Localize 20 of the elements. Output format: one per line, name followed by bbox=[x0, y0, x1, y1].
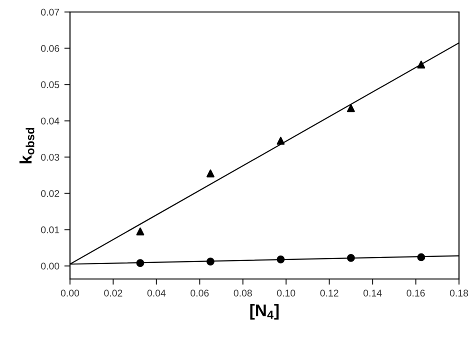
x-axis-title: [N$_{4}$] bbox=[250, 304, 279, 320]
x-tick-label: 0.12 bbox=[320, 290, 338, 297]
x-tick-label: 0.08 bbox=[234, 290, 252, 297]
y-tick-label: 0.06 bbox=[41, 45, 60, 52]
y-tick-label: 0.04 bbox=[41, 118, 60, 124]
x-tick-label: 0.06 bbox=[190, 290, 209, 297]
y-tick-label: 0.05 bbox=[41, 81, 60, 88]
x-tick-label: 0.10 bbox=[277, 290, 296, 297]
y-tick-label: 0.00 bbox=[41, 262, 60, 270]
y-tick-label: 0.03 bbox=[41, 154, 60, 161]
x-tick-label: 0.02 bbox=[104, 290, 122, 297]
y-tick-label: 0.02 bbox=[41, 190, 60, 198]
y-axis-title: k$_{obsd}$ bbox=[19, 128, 34, 164]
x-tick-label: 0.16 bbox=[406, 290, 425, 297]
x-tick-label: 0.14 bbox=[363, 290, 382, 297]
y-tick-label: 0.01 bbox=[41, 226, 60, 234]
x-tick-label: 0.18 bbox=[450, 290, 468, 297]
x-tick-label: 0.00 bbox=[60, 290, 80, 297]
x-tick-label: 0.04 bbox=[147, 290, 166, 297]
y-tick-label: 0.07 bbox=[41, 8, 60, 16]
